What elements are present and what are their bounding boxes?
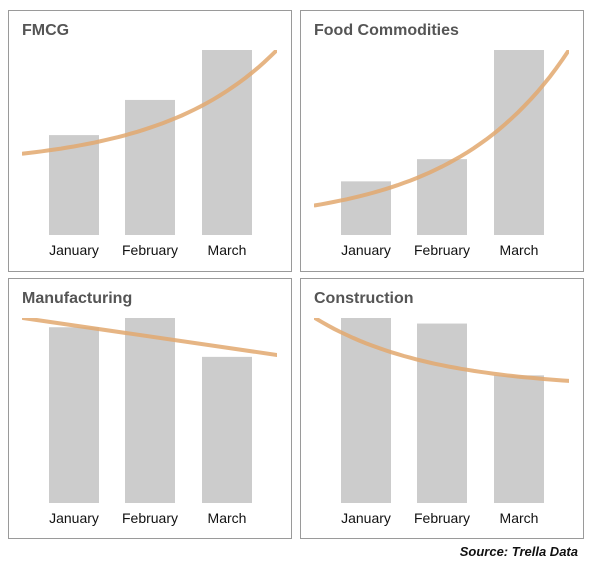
bar-march xyxy=(494,50,544,235)
trend-line xyxy=(22,318,277,357)
chart-title: FMCG xyxy=(22,22,70,39)
tick-label: February xyxy=(122,242,178,258)
bar-february xyxy=(417,159,467,235)
bar-february xyxy=(125,318,175,503)
chart-title: Construction xyxy=(314,290,414,307)
tick-label: February xyxy=(414,242,470,258)
tick-label: February xyxy=(122,510,178,526)
chart-food-commodities: January February March xyxy=(314,50,569,258)
tick-label: March xyxy=(208,242,247,258)
trend-line xyxy=(22,50,277,156)
panel-construction: Construction January February March xyxy=(300,278,584,539)
chart-title: Food Commodities xyxy=(314,22,459,39)
tick-label: January xyxy=(49,242,99,258)
chart-fmcg: January February March xyxy=(22,50,277,258)
bar-march xyxy=(202,356,252,503)
bar-february xyxy=(417,323,467,503)
chart-construction: January February March xyxy=(314,318,569,526)
panel-fmcg: FMCG January February March xyxy=(8,10,292,272)
bar-january xyxy=(49,327,99,503)
trend-line xyxy=(314,50,569,208)
tick-label: January xyxy=(49,510,99,526)
bar-march xyxy=(494,375,544,503)
source-note: Source: Trella Data xyxy=(459,544,578,559)
tick-label: March xyxy=(500,242,539,258)
tick-label: January xyxy=(341,510,391,526)
trend-line xyxy=(314,318,569,383)
panel-food-commodities: Food Commodities January February March xyxy=(300,10,584,272)
bar-january xyxy=(341,318,391,503)
tick-label: January xyxy=(341,242,391,258)
tick-label: March xyxy=(500,510,539,526)
panel-manufacturing: Manufacturing January February March xyxy=(8,278,292,539)
chart-manufacturing: January February March xyxy=(22,318,277,526)
chart-title: Manufacturing xyxy=(22,290,133,307)
tick-label: March xyxy=(208,510,247,526)
tick-label: February xyxy=(414,510,470,526)
bar-january xyxy=(49,135,99,235)
